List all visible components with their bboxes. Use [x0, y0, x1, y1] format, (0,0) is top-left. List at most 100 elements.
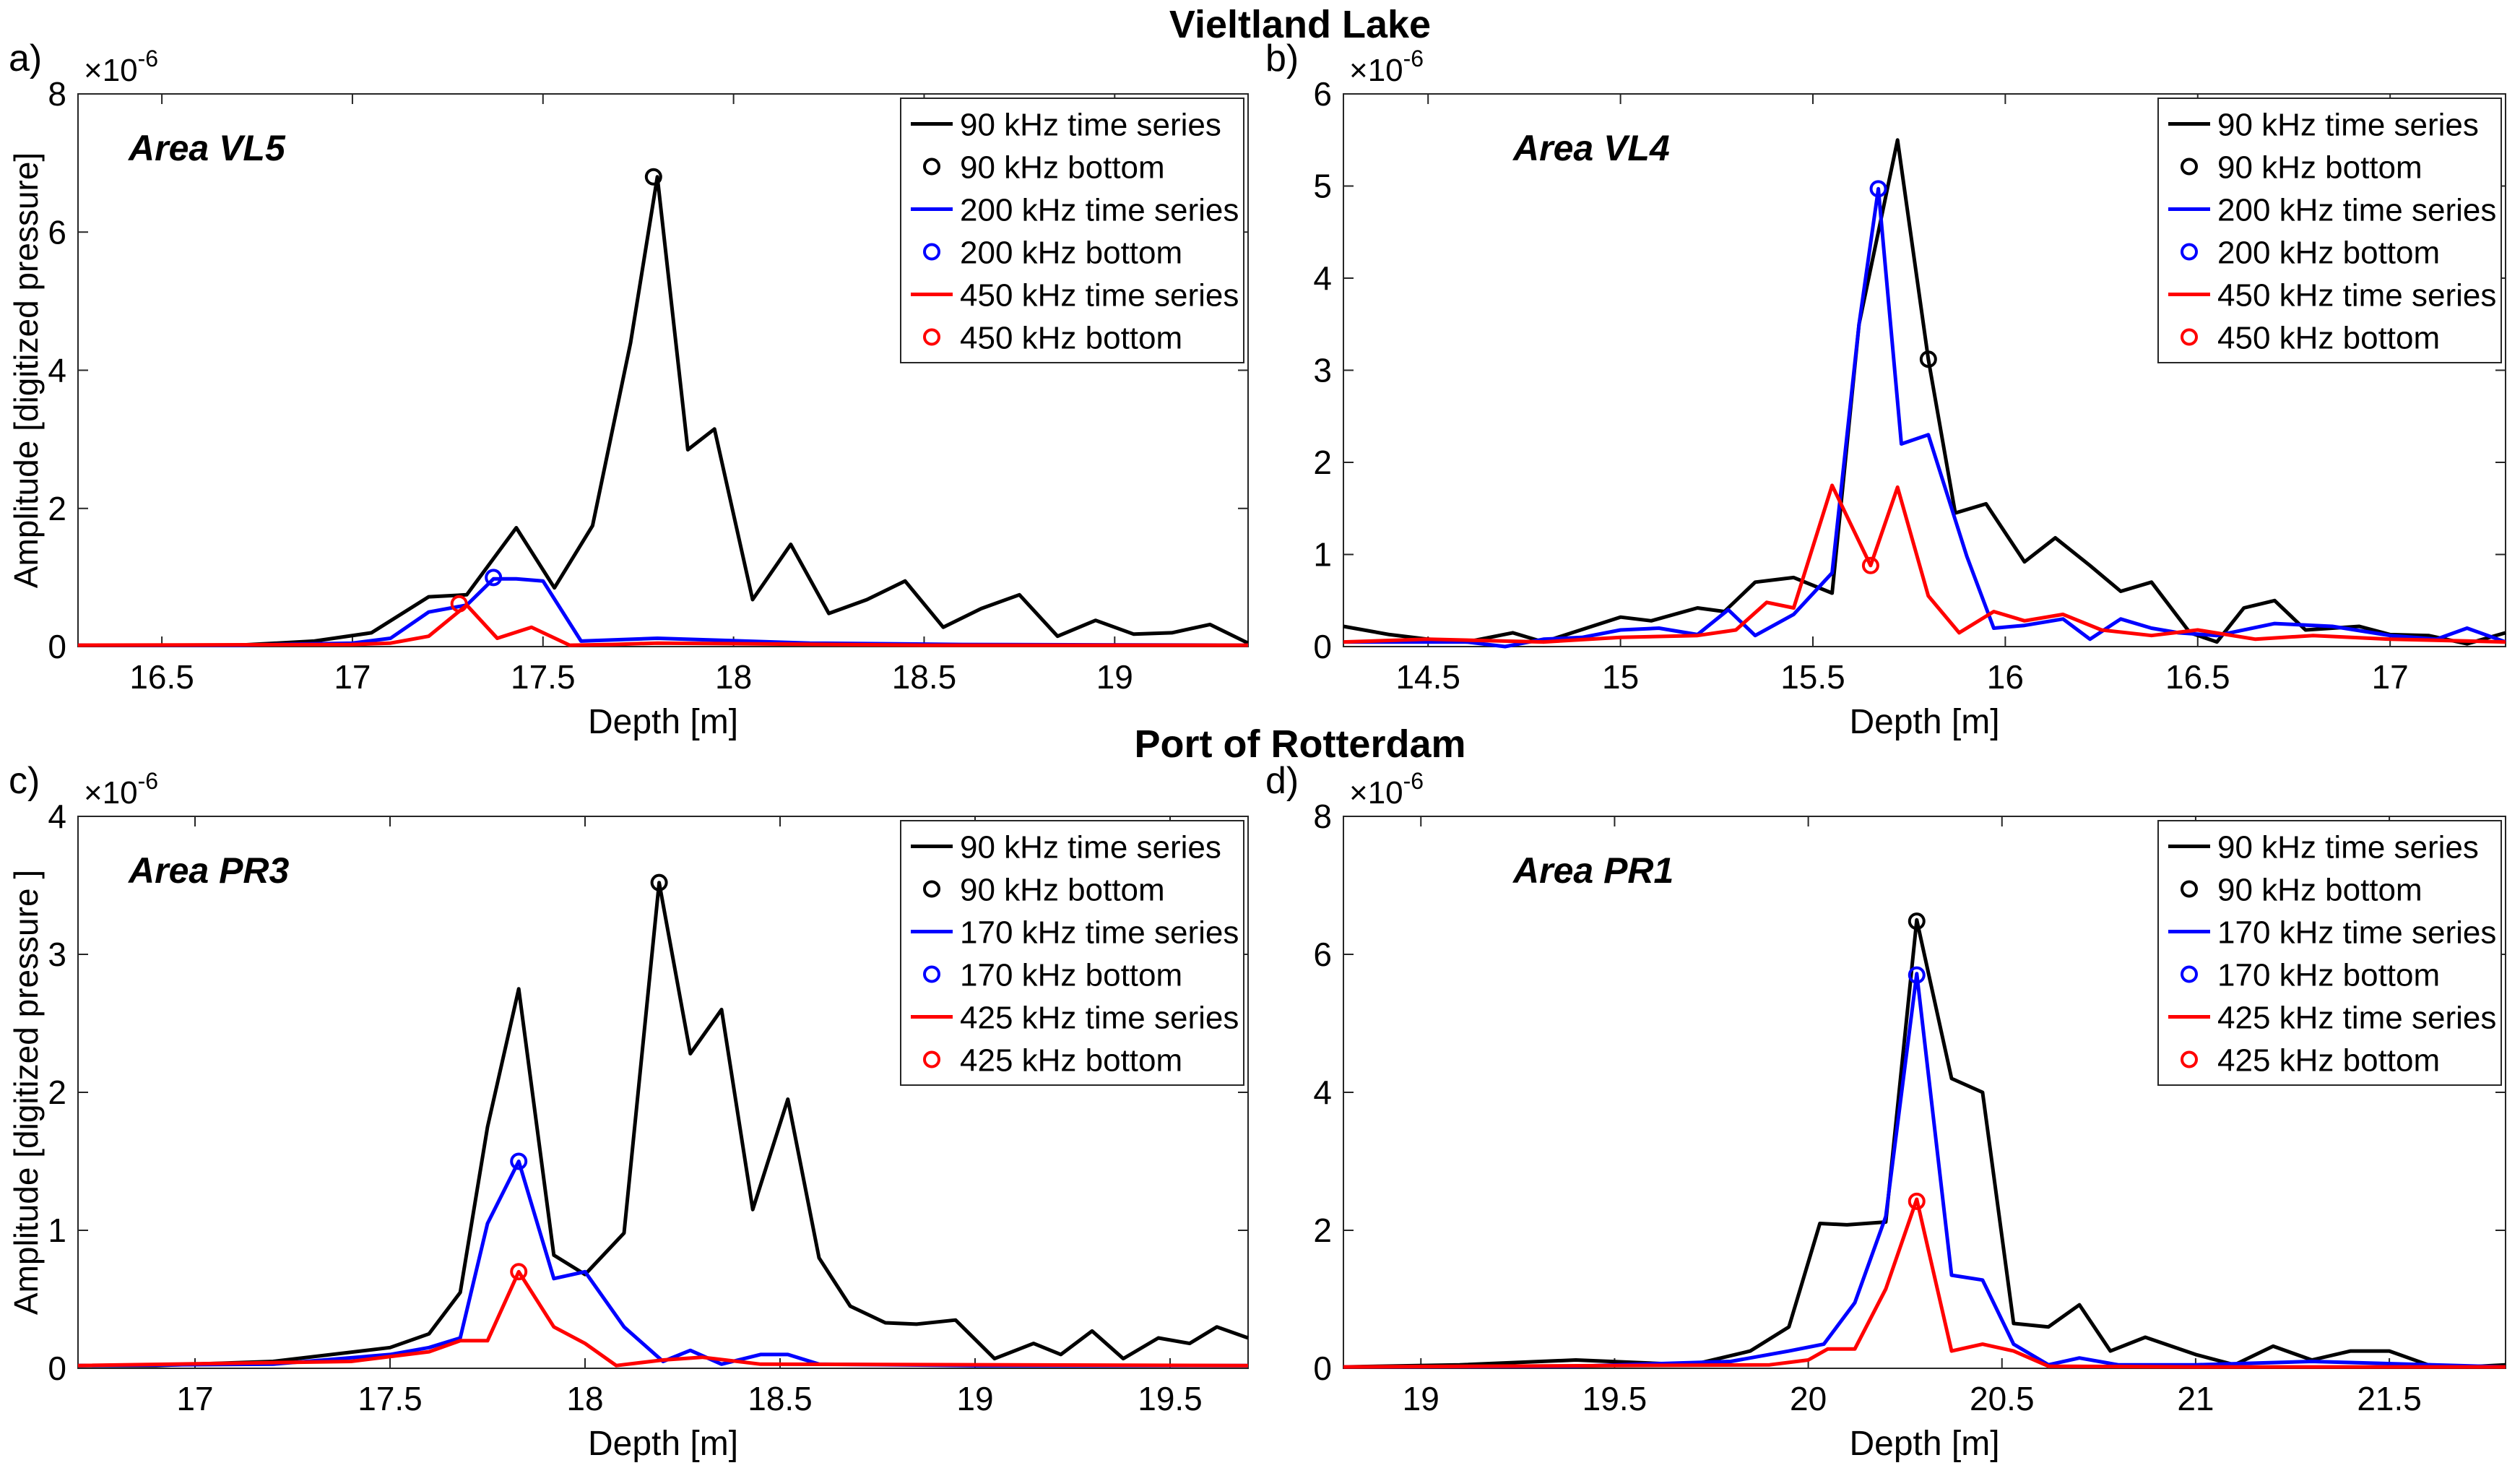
bottom-marker-90-khz-bottom [1908, 912, 1926, 931]
legend-entry: 90 kHz bottom [960, 150, 1165, 186]
chart-panel-2: 14.5 15 15.5 16 16.5 17 0 1 2 3 4 5 6 ×10-6 b) Depth [m… [1265, 38, 2506, 741]
legend-box [2157, 820, 2502, 1086]
y-tick-label: 3 [1313, 352, 1332, 389]
legend-entry: 425 kHz bottom [2217, 1043, 2440, 1079]
legend-entry: 170 kHz time series [2217, 915, 2496, 951]
x-tick-label: 17 [2372, 658, 2409, 696]
x-tick-label: 19 [1096, 658, 1133, 696]
y-tick-label: 0 [48, 1350, 66, 1387]
y-exponent-base: ×10 [84, 53, 138, 88]
legend-entry: 200 kHz time series [960, 193, 1239, 228]
y-exponent-base: ×10 [1349, 775, 1403, 811]
bottom-marker-200-khz-bottom [1869, 180, 1887, 198]
legend-marker-swatch [923, 880, 940, 898]
series-line-170-khz-time-series [1343, 972, 2506, 1369]
area-label: Area PR1 [1512, 850, 1673, 891]
legend-entry: 450 kHz time series [960, 278, 1239, 314]
y-tick-label: 6 [1313, 936, 1332, 973]
panel-label: b) [1265, 38, 1299, 79]
series-line-425-khz-time-series [1343, 1197, 2506, 1369]
panel-label: d) [1265, 760, 1299, 802]
y-tick-label: 0 [1313, 628, 1332, 665]
legend-entry: 425 kHz time series [960, 1001, 1239, 1036]
chart-panel-3: 17 17.5 18 18.5 19 19.5 0 1 2 3 4 ×10-6 c) Depth [m] A… [7, 760, 1249, 1463]
x-tick-label: 21 [2177, 1380, 2214, 1417]
y-exponent-base: ×10 [1349, 53, 1403, 88]
legend-marker-swatch [923, 243, 940, 261]
x-tick-label: 20 [1790, 1380, 1827, 1417]
legend-marker-swatch [923, 965, 940, 983]
series-line-90-khz-time-series [1343, 917, 2506, 1369]
group-title-port-of-rotterdam: Port of Rotterdam [1135, 722, 1466, 766]
y-tick-label: 2 [1313, 1212, 1332, 1249]
x-tick-label: 18.5 [748, 1380, 813, 1417]
panel-label: c) [9, 760, 40, 802]
series-line-450-khz-time-series [1343, 483, 2506, 644]
panel-label: a) [9, 38, 42, 79]
legend-box [900, 820, 1244, 1086]
x-tick-label: 19.5 [1138, 1380, 1203, 1417]
legend-marker-swatch [2181, 328, 2198, 346]
y-tick-label: 8 [48, 75, 66, 113]
legend-entry: 200 kHz bottom [2217, 236, 2440, 271]
area-label: Area VL4 [1512, 128, 1670, 168]
legend-entry: 450 kHz bottom [960, 321, 1182, 356]
x-tick-label: 18 [715, 658, 752, 696]
y-tick-label: 2 [48, 1074, 66, 1111]
y-tick-label: 0 [1313, 1350, 1332, 1387]
bottom-marker-200-khz-bottom [485, 569, 503, 587]
chart-panel-4: 19 19.5 20 20.5 21 21.5 0 2 4 6 8 ×10-6 d) Depth [m] A… [1265, 760, 2506, 1463]
series-line-425-khz-time-series [77, 1269, 1249, 1368]
x-axis-label: Depth [m] [1849, 703, 1999, 741]
y-tick-label: 4 [1313, 259, 1332, 297]
series-line-450-khz-time-series [77, 603, 1248, 647]
y-exponent-power: -6 [1403, 46, 1424, 72]
y-tick-label: 2 [1313, 444, 1332, 481]
y-tick-label: 8 [1313, 798, 1332, 835]
y-tick-label: 6 [1313, 75, 1332, 113]
x-tick-label: 15 [1602, 658, 1639, 696]
x-tick-label: 16.5 [2165, 658, 2230, 696]
legend-marker-swatch [923, 328, 940, 346]
legend-entry: 170 kHz bottom [2217, 958, 2440, 993]
legend-marker-swatch [2181, 880, 2198, 898]
y-exponent-power: -6 [138, 768, 158, 794]
x-tick-label: 16.5 [129, 658, 194, 696]
legend-entry: 200 kHz time series [2217, 193, 2496, 228]
legend-entry: 200 kHz bottom [960, 236, 1182, 271]
y-exponent-label: ×10-6 [84, 46, 158, 88]
x-tick-label: 15.5 [1780, 658, 1845, 696]
x-tick-label: 18.5 [892, 658, 957, 696]
x-tick-label: 19 [1403, 1380, 1439, 1417]
area-label: Area PR3 [127, 850, 290, 891]
x-tick-label: 17 [176, 1380, 213, 1417]
x-tick-label: 21.5 [2357, 1380, 2422, 1417]
legend-entry: 450 kHz bottom [2217, 321, 2440, 356]
legend-marker-swatch [2181, 243, 2198, 261]
x-tick-label: 18 [566, 1380, 603, 1417]
bottom-marker-450-khz-bottom [450, 595, 468, 613]
x-tick-label: 19.5 [1582, 1380, 1647, 1417]
series-line-90-khz-time-series [78, 881, 1249, 1368]
legend-entry: 90 kHz time series [2217, 830, 2479, 865]
y-tick-label: 4 [1313, 1074, 1332, 1111]
chart-panel-1: 16.5 17 17.5 18 18.5 19 0 2 4 6 8 ×10-6 a) Depth [m] A… [7, 38, 1250, 741]
bottom-marker-90-khz-bottom [650, 873, 668, 891]
y-tick-label: 3 [48, 936, 66, 973]
legend-marker-swatch [923, 157, 940, 176]
y-exponent-power: -6 [138, 46, 158, 72]
y-exponent-label: ×10-6 [84, 768, 158, 811]
legend-entry: 90 kHz time series [960, 108, 1221, 143]
legend-box [2157, 98, 2502, 363]
series-line-200-khz-time-series [1343, 186, 2506, 649]
y-tick-label: 5 [1313, 168, 1332, 205]
y-tick-label: 2 [48, 490, 66, 527]
legend-entry: 90 kHz bottom [2217, 873, 2422, 908]
y-axis-label: Amplitude [digitized pressure] [7, 152, 45, 588]
legend-marker-swatch [923, 1050, 940, 1068]
bottom-marker-450-khz-bottom [1861, 556, 1879, 574]
area-label: Area VL5 [127, 128, 286, 168]
legend-marker-swatch [2181, 1050, 2198, 1068]
legend-entry: 90 kHz bottom [2217, 150, 2422, 186]
y-tick-label: 1 [48, 1212, 66, 1249]
